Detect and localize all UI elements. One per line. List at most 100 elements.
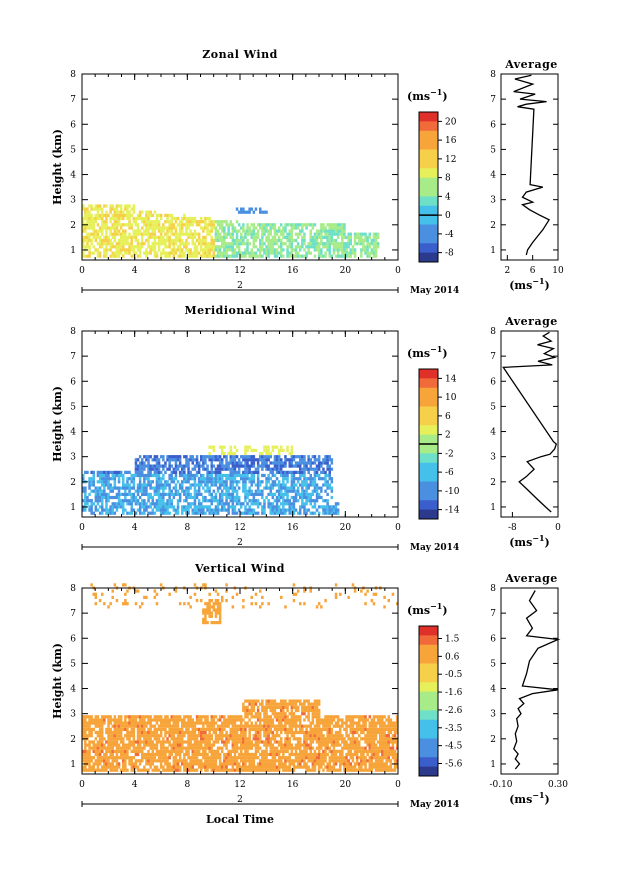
- heatmap-cell: [149, 756, 152, 760]
- heatmap-cell: [290, 226, 294, 230]
- heatmap-cell: [242, 480, 245, 484]
- heatmap-cell: [124, 602, 127, 606]
- heatmap-cell: [351, 251, 355, 255]
- heatmap-cell: [115, 746, 119, 750]
- heatmap-cell: [166, 251, 169, 255]
- heatmap-cell: [113, 756, 117, 760]
- heatmap-cell: [231, 483, 235, 487]
- heatmap-cell: [299, 699, 302, 703]
- heatmap-cell: [240, 207, 243, 211]
- heatmap-cell: [86, 210, 89, 214]
- heatmap-cell: [147, 461, 150, 465]
- heatmap-cell: [212, 762, 216, 766]
- heatmap-cell: [130, 477, 133, 481]
- heatmap-cell: [88, 752, 91, 757]
- heatmap-cell: [168, 765, 171, 769]
- heatmap-cell: [218, 232, 222, 236]
- heatmap-cell: [147, 756, 150, 760]
- heatmap-cell: [305, 223, 308, 227]
- heatmap-cell: [244, 743, 247, 747]
- heatmap-cell: [117, 743, 121, 747]
- heatmap-cell: [216, 464, 220, 468]
- heatmap-cell: [277, 727, 281, 731]
- month-label: May 2014: [410, 286, 459, 296]
- heatmap-cell: [174, 759, 178, 763]
- heatmap-cell: [229, 727, 232, 731]
- heatmap-cell: [143, 724, 146, 728]
- heatmap-cell: [250, 251, 253, 255]
- heatmap-cell: [244, 508, 247, 512]
- heatmap-cell: [168, 727, 171, 731]
- heatmap-cell: [147, 499, 150, 503]
- heatmap-cell: [176, 768, 180, 772]
- heatmap-cell: [225, 724, 228, 728]
- heatmap-cell: [301, 235, 304, 239]
- heatmap-cell: [248, 470, 251, 474]
- heatmap-cell: [212, 756, 216, 760]
- heatmap-cell: [252, 254, 256, 258]
- heatmap-cell: [322, 505, 325, 509]
- heatmap-cell: [284, 605, 287, 609]
- heatmap-cell: [98, 752, 102, 757]
- heatmap-cell: [252, 477, 256, 481]
- heatmap-cell: [172, 768, 176, 772]
- heatmap-cell: [86, 254, 89, 258]
- heatmap-cell: [311, 242, 315, 246]
- heatmap-cell: [240, 235, 243, 239]
- heatmap-cell: [263, 232, 266, 236]
- heatmap-cell: [317, 473, 321, 478]
- x-tick-label: 16: [287, 523, 299, 533]
- heatmap-cell: [105, 213, 108, 217]
- heatmap-cell: [208, 216, 211, 221]
- heatmap-cell: [189, 759, 192, 763]
- heatmap-cell: [185, 759, 188, 763]
- heatmap-cell: [212, 759, 216, 763]
- heatmap-cell: [246, 712, 249, 716]
- heatmap-cell: [246, 226, 249, 230]
- heatmap-cell: [168, 251, 171, 255]
- heatmap-cell: [282, 495, 285, 500]
- colorbar-swatch: [419, 187, 438, 197]
- heatmap-cell: [105, 226, 108, 230]
- heatmap-cell: [141, 483, 144, 487]
- heatmap-cell: [332, 238, 336, 243]
- heatmap-cell: [202, 229, 205, 233]
- heatmap-cell: [128, 756, 131, 760]
- heatmap-cell: [265, 238, 268, 243]
- heatmap-cell: [174, 464, 178, 468]
- heatmap-cell: [151, 235, 154, 239]
- heatmap-cell: [153, 220, 157, 224]
- heatmap-cell: [206, 740, 209, 744]
- heatmap-cell: [157, 242, 161, 246]
- heatmap-cell: [290, 759, 294, 763]
- heatmap-cell: [294, 705, 298, 709]
- heatmap-cell: [204, 235, 207, 239]
- heatmap-cell: [244, 235, 247, 239]
- heatmap-cell: [147, 511, 150, 515]
- heatmap-cell: [136, 499, 140, 503]
- heatmap-cell: [372, 254, 376, 258]
- heatmap-cell: [145, 737, 148, 741]
- heatmap-cell: [227, 508, 230, 512]
- heatmap-cell: [128, 721, 131, 725]
- heatmap-cell: [191, 511, 194, 515]
- heatmap-cell: [113, 486, 117, 490]
- heatmap-cell: [124, 251, 127, 255]
- heatmap-cell: [122, 505, 125, 509]
- heatmap-cell: [235, 238, 239, 243]
- heatmap-cell: [183, 505, 186, 509]
- heatmap-cell: [225, 458, 228, 462]
- heatmap-cell: [101, 721, 104, 725]
- heatmap-cell: [307, 470, 310, 474]
- heatmap-cell: [284, 464, 287, 468]
- heatmap-cell: [244, 483, 247, 487]
- heatmap-cell: [189, 715, 192, 719]
- heatmap-cell: [212, 765, 216, 769]
- heatmap-cell: [136, 734, 140, 738]
- heatmap-cell: [288, 486, 291, 490]
- heatmap-cell: [168, 220, 171, 224]
- heatmap-cell: [98, 505, 102, 509]
- heatmap-cell: [250, 458, 253, 462]
- heatmap-cell: [244, 229, 247, 233]
- heatmap-cell: [189, 458, 192, 462]
